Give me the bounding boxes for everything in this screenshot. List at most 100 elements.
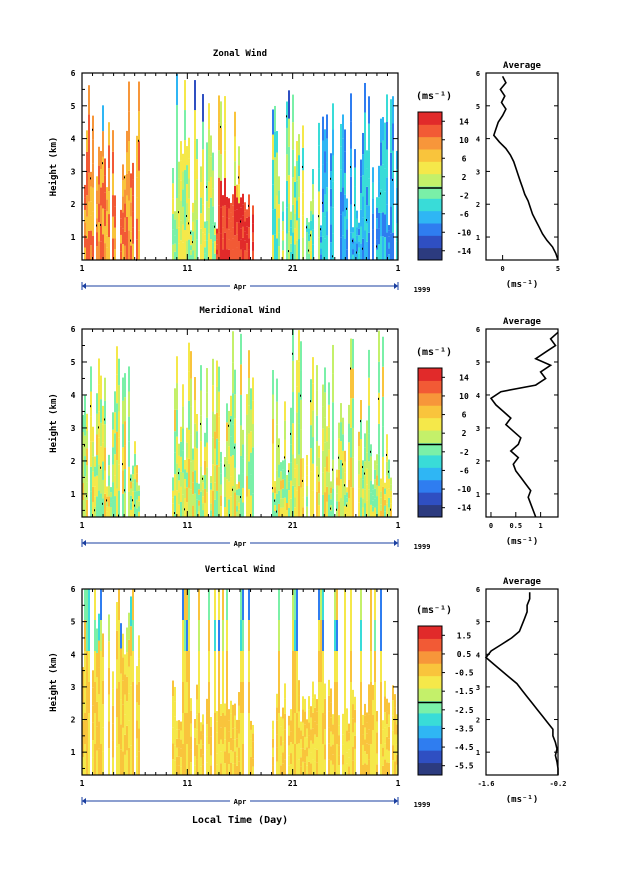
- panel1-heatmap-cell: [100, 205, 102, 224]
- panel3-heatmap-cell: [366, 733, 368, 744]
- panel3-heatmap-cell: [304, 724, 306, 737]
- panel1-heatmap-cell: [360, 209, 362, 227]
- panel1-data-dot: [190, 231, 191, 234]
- panel1-heatmap-cell: [128, 200, 130, 231]
- panel1-heatmap-cell: [206, 240, 208, 260]
- panel3-heatmap-cell: [188, 620, 190, 651]
- panel1-heatmap-cell: [298, 218, 300, 240]
- panel3-heatmap-cell: [304, 711, 306, 725]
- panel2-heatmap-cell: [100, 399, 102, 423]
- panel1-heatmap-cell: [112, 216, 114, 239]
- panel2-heatmap-cell: [278, 477, 280, 491]
- panel1-heatmap-cell: [188, 239, 190, 260]
- panel2-data-dot: [228, 424, 229, 427]
- panel1-data-dot: [318, 215, 319, 218]
- panel2-heatmap-cell: [214, 482, 216, 500]
- panel3-heatmap-cell: [92, 670, 94, 688]
- panel1-heatmap-cell: [180, 141, 182, 161]
- panel2-colorbar-swatch: [418, 405, 442, 419]
- panel1-heatmap-cell: [332, 181, 334, 208]
- panel1-heatmap-cell: [180, 240, 182, 260]
- panel2-xtick-label: 21: [288, 521, 298, 530]
- panel1-heatmap-cell: [120, 218, 122, 227]
- panel3-heatmap-cell: [184, 744, 186, 775]
- panel2-heatmap-cell: [194, 400, 196, 424]
- panel1-heatmap-cell: [378, 197, 380, 213]
- panel2-heatmap-cell: [350, 338, 352, 369]
- panel3-heatmap-cell: [194, 747, 196, 757]
- panel3-heatmap-cell: [382, 765, 384, 775]
- panel1-heatmap-cell: [196, 179, 198, 200]
- panel1-heatmap-cell: [290, 251, 292, 260]
- panel2-heatmap-cell: [344, 494, 346, 506]
- panel3-heatmap-cell: [276, 707, 278, 721]
- panel1-heatmap-cell: [388, 248, 390, 255]
- panel2-heatmap-cell: [182, 472, 184, 495]
- panel1-heatmap-cell: [222, 216, 224, 228]
- panel2-heatmap-cell: [372, 511, 374, 517]
- panel3-heatmap-cell: [316, 699, 318, 712]
- panel2-heatmap-cell: [100, 446, 102, 470]
- panel1-heatmap-cell: [358, 253, 360, 260]
- panel3-title: Vertical Wind: [205, 564, 275, 575]
- panel1-heatmap-cell: [124, 217, 126, 232]
- panel1-average-frame: [485, 72, 559, 261]
- panel2-heatmap-cell: [102, 442, 104, 462]
- panel3-heatmap-cell: [392, 685, 394, 701]
- panel3-heatmap-cell: [242, 682, 244, 713]
- panel1-heatmap-cell: [218, 122, 220, 151]
- panel2-heatmap-cell: [326, 486, 328, 502]
- panel2-heatmap-cell: [328, 382, 330, 405]
- panel2-average-xtick-label: 0: [489, 522, 493, 530]
- panel2-heatmap-cell: [112, 464, 114, 483]
- panel3-heatmap-cell: [136, 684, 138, 703]
- panel3-heatmap-cell: [218, 713, 220, 744]
- panel1-month-label-bg: [230, 283, 250, 291]
- panel2-heatmap-cell: [116, 460, 118, 489]
- panel2-heatmap-cell: [302, 487, 304, 498]
- panel2-heatmap-cell: [246, 414, 248, 436]
- panel2-heatmap-cell: [360, 419, 362, 440]
- panel1-heatmap-cell: [332, 129, 334, 156]
- panel2-heatmap-cell: [384, 482, 386, 489]
- panel3-heatmap-cell: [102, 633, 104, 658]
- panel2-heatmap-cell: [228, 463, 230, 482]
- panel1-heatmap-cell: [216, 244, 218, 250]
- panel3-heatmap-cell: [294, 744, 296, 775]
- panel1-colorbar-tick-label: 14: [459, 117, 469, 126]
- panel2-heatmap-cell: [114, 454, 116, 476]
- panel2-heatmap-cell: [242, 458, 244, 474]
- panel3-heatmap-cell: [292, 744, 294, 775]
- panel2-heatmap-cell: [128, 366, 130, 392]
- panel1-heatmap-cell: [388, 230, 390, 237]
- panel1-heatmap-cell: [106, 223, 108, 236]
- panel1-heatmap-cell: [92, 235, 94, 260]
- panel3-heatmap-cell: [344, 620, 346, 651]
- panel1-heatmap-cell: [86, 151, 88, 174]
- panel3-heatmap-cell: [88, 682, 90, 713]
- panel2-heatmap-cell: [374, 460, 376, 470]
- panel1-heatmap-cell: [312, 229, 314, 245]
- panel2-heatmap-cell: [82, 465, 84, 483]
- panel2-ytick-label: 3: [71, 424, 76, 433]
- panel3-heatmap-cell: [334, 682, 336, 713]
- panel1-heatmap-cell: [344, 129, 346, 152]
- panel2-heatmap-cell: [200, 415, 202, 442]
- panel2-heatmap-cell: [210, 482, 212, 490]
- panel1-heatmap-cell: [388, 254, 390, 260]
- panel3-heatmap-cell: [272, 720, 274, 730]
- panel2-heatmap-cell: [274, 511, 276, 517]
- panel2-heatmap-cell: [230, 456, 232, 477]
- panel2-heatmap-cell: [294, 507, 296, 517]
- panel3-heatmap-cell: [186, 651, 188, 682]
- panel3-heatmap-cell: [374, 744, 376, 775]
- panel1-heatmap-cell: [188, 219, 190, 240]
- panel1-heatmap-cell: [176, 228, 178, 260]
- panel2-heatmap-cell: [322, 494, 324, 517]
- panel1-heatmap-cell: [288, 231, 290, 260]
- panel3-heatmap-cell: [180, 748, 182, 758]
- panel2-average-xtick-label: 0.5: [509, 522, 522, 530]
- panel1-heatmap-cell: [290, 243, 292, 252]
- panel1-heatmap-cell: [386, 94, 388, 122]
- panel3-heatmap-cell: [320, 713, 322, 744]
